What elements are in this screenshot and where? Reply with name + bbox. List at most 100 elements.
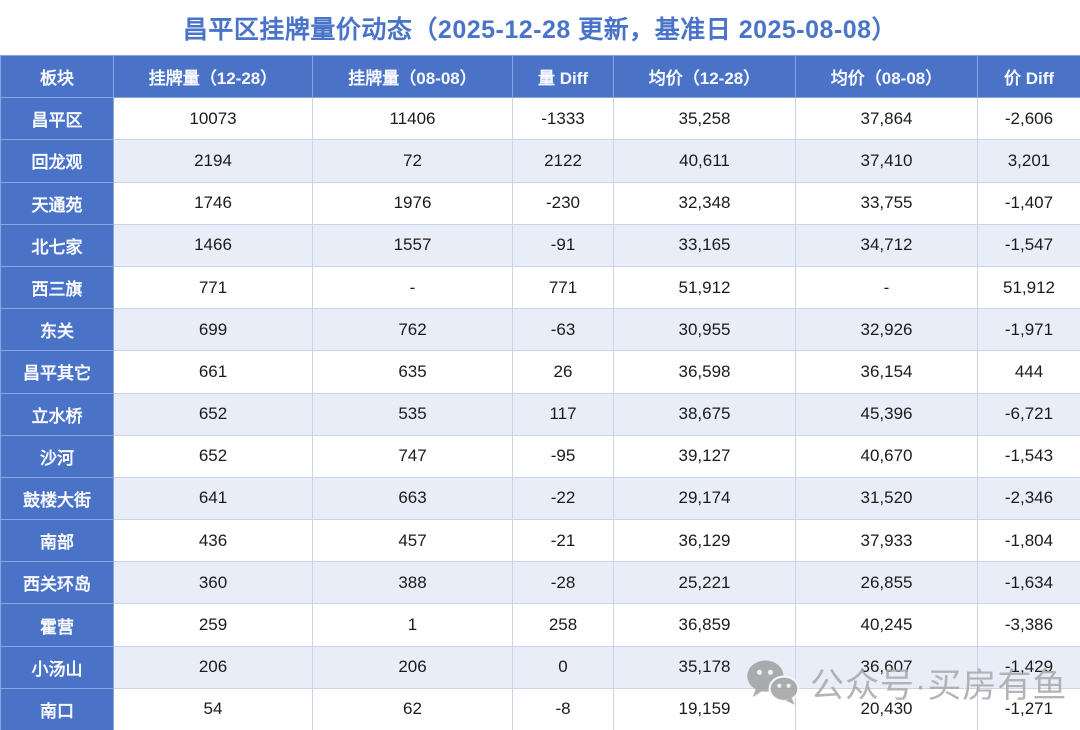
row-label-sector: 昌平其它 (0, 350, 114, 394)
cell: 0 (512, 645, 614, 689)
row-label-sector: 南部 (0, 519, 114, 563)
table-row: 北七家 1466 1557 -91 33,165 34,712 -1,547 (0, 223, 1080, 267)
cell: 699 (113, 308, 313, 352)
cell: -21 (512, 519, 614, 563)
column-header-0: 板块 (0, 54, 114, 99)
cell: 10073 (113, 97, 313, 141)
cell: 661 (113, 350, 313, 394)
cell: -1,543 (977, 434, 1080, 478)
row-label-sector: 昌平区 (0, 97, 114, 141)
cell: 36,154 (795, 350, 978, 394)
listings-table: 板块 挂牌量（12-28） 挂牌量（08-08）量 Diff 均价（12-28） 均价（… (0, 54, 1080, 730)
cell: -22 (512, 476, 614, 521)
cell: 29,174 (613, 476, 796, 521)
cell: 652 (113, 392, 313, 436)
cell: 40,245 (795, 603, 978, 647)
row-label-sector: 回龙观 (0, 139, 114, 183)
cell: 1746 (113, 181, 313, 225)
cell: 641 (113, 476, 313, 521)
table-body: 昌平区 10073 11406 -1333 35,258 37,864 -2,606 回龙观 2… (0, 97, 1080, 730)
row-label-sector: 立水桥 (0, 392, 114, 436)
column-header-5: 均价（08-08） (795, 54, 978, 99)
cell: 34,712 (795, 223, 978, 267)
row-label-sector: 西三旗 (0, 265, 114, 310)
cell: 30,955 (613, 308, 796, 352)
header-row: 板块 挂牌量（12-28） 挂牌量（08-08）量 Diff 均价（12-28） 均价（… (0, 54, 1080, 99)
cell: 258 (512, 603, 614, 647)
table-row: 昌平区 10073 11406 -1333 35,258 37,864 -2,606 (0, 97, 1080, 141)
cell: 40,670 (795, 434, 978, 478)
row-label-sector: 霍营 (0, 603, 114, 647)
cell: 206 (113, 645, 313, 689)
cell: -1,804 (977, 519, 1080, 563)
cell: -95 (512, 434, 614, 478)
cell: 32,926 (795, 308, 978, 352)
cell: -1,547 (977, 223, 1080, 267)
cell: 20,430 (795, 687, 978, 730)
cell: 33,755 (795, 181, 978, 225)
cell: 1557 (312, 223, 513, 267)
cell: 117 (512, 392, 614, 436)
cell: 747 (312, 434, 513, 478)
row-label-sector: 鼓楼大街 (0, 476, 114, 521)
cell: 2122 (512, 139, 614, 183)
cell: 40,611 (613, 139, 796, 183)
table-row: 沙河 652 747 -95 39,127 40,670 -1,543 (0, 434, 1080, 478)
row-label-sector: 东关 (0, 308, 114, 352)
cell: 3,201 (977, 139, 1080, 183)
table-row: 昌平其它 661 635 26 36,598 36,154 444 (0, 350, 1080, 394)
table-row: 鼓楼大街 641 663 -22 29,174 31,520 -2,346 (0, 476, 1080, 521)
cell: -1,634 (977, 561, 1080, 605)
column-header-4: 均价（12-28） (613, 54, 796, 99)
row-label-sector: 小汤山 (0, 645, 114, 689)
cell: 32,348 (613, 181, 796, 225)
cell: 436 (113, 519, 313, 563)
cell: 771 (113, 265, 313, 310)
table-row: 回龙观 2194 72 2122 40,611 37,410 3,201 (0, 139, 1080, 183)
cell: -1,971 (977, 308, 1080, 352)
table-row: 南部 436 457 -21 36,129 37,933 -1,804 (0, 519, 1080, 563)
cell: 36,859 (613, 603, 796, 647)
cell: 635 (312, 350, 513, 394)
cell: -91 (512, 223, 614, 267)
cell: 37,410 (795, 139, 978, 183)
page-title: 昌平区挂牌量价动态（2025-12-28 更新，基准日 2025-08-08） (182, 15, 898, 44)
cell: -2,346 (977, 476, 1080, 521)
cell: - (312, 265, 513, 310)
cell: 1976 (312, 181, 513, 225)
cell: 535 (312, 392, 513, 436)
cell: 26 (512, 350, 614, 394)
cell: 206 (312, 645, 513, 689)
cell: 62 (312, 687, 513, 730)
cell: -8 (512, 687, 614, 730)
cell: 2194 (113, 139, 313, 183)
cell: -6,721 (977, 392, 1080, 436)
cell: -230 (512, 181, 614, 225)
cell: 444 (977, 350, 1080, 394)
cell: -1,407 (977, 181, 1080, 225)
table-row: 立水桥 652 535 117 38,675 45,396 -6,721 (0, 392, 1080, 436)
cell: 762 (312, 308, 513, 352)
column-header-2: 挂牌量（08-08） (312, 54, 513, 99)
cell: 663 (312, 476, 513, 521)
cell: 388 (312, 561, 513, 605)
cell: 259 (113, 603, 313, 647)
cell: 25,221 (613, 561, 796, 605)
column-header-6: 价 Diff (977, 54, 1080, 99)
cell: 35,258 (613, 97, 796, 141)
table-row: 南口 54 62 -8 19,159 20,430 -1,271 (0, 687, 1080, 730)
table-row: 天通苑 1746 1976 -230 32,348 33,755 -1,407 (0, 181, 1080, 225)
cell: 1466 (113, 223, 313, 267)
row-label-sector: 沙河 (0, 434, 114, 478)
cell: - (795, 265, 978, 310)
table-row: 霍营 259 1 258 36,859 40,245 -3,386 (0, 603, 1080, 647)
cell: 19,159 (613, 687, 796, 730)
cell: 39,127 (613, 434, 796, 478)
cell: -3,386 (977, 603, 1080, 647)
cell: -1,271 (977, 687, 1080, 730)
cell: -28 (512, 561, 614, 605)
cell: 37,933 (795, 519, 978, 563)
cell: 54 (113, 687, 313, 730)
cell: -1333 (512, 97, 614, 141)
